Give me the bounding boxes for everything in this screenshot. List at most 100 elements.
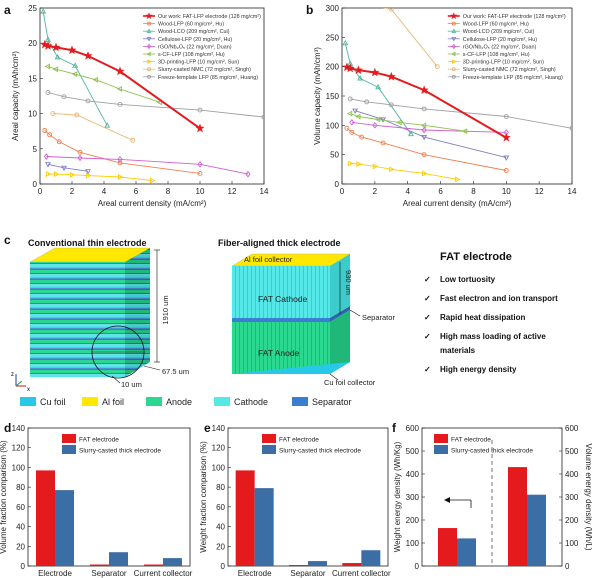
data-point — [42, 128, 48, 133]
y-tick-label: 100 — [326, 121, 340, 130]
y-axis-label: Areal capacity (mAh/cm²) — [11, 51, 20, 141]
schematic-legend-swatch — [214, 397, 230, 406]
x-tick-label: 4 — [102, 187, 107, 196]
series-8 — [347, 96, 572, 131]
y-tick-label: 100 — [406, 539, 420, 548]
y-tick-label: 100 — [212, 463, 226, 472]
legend-entry: s-CF-LFP (108 mg/cm², Hu) — [158, 52, 225, 58]
panel-label-e: e — [204, 421, 211, 435]
feature-check-icon: ✓ — [424, 313, 431, 322]
legend-entry: Slurry-casted thick electrode — [279, 448, 361, 455]
data-point — [386, 71, 396, 81]
feature-check-icon: ✓ — [424, 294, 431, 303]
data-point — [47, 132, 53, 138]
schematic-legend-label: Cathode — [234, 397, 268, 407]
data-point — [43, 41, 53, 50]
schematic-legend: Cu foil Al foil Anode Cathode Separator — [20, 397, 352, 407]
y-tick-label: 120 — [12, 444, 26, 453]
legend-marker — [452, 59, 457, 65]
data-point — [454, 176, 461, 183]
data-point — [85, 169, 91, 175]
y-tick-label: 200 — [406, 516, 420, 525]
series-3 — [352, 108, 510, 161]
y-axis-label: Volume fraction comparison (%) — [0, 440, 8, 554]
legend-marker — [451, 51, 456, 57]
series-6 — [45, 171, 156, 184]
y-tick-label: 0 — [221, 562, 226, 571]
series-1 — [344, 125, 509, 173]
bar-fat — [90, 564, 109, 566]
series-0 — [342, 62, 511, 142]
data-point — [45, 162, 51, 168]
legend-marker — [146, 28, 152, 33]
data-point — [117, 156, 123, 163]
legend-marker — [147, 59, 152, 65]
data-point — [51, 42, 61, 52]
data-point — [104, 122, 111, 128]
x-tick-label: 14 — [260, 187, 269, 196]
series-line — [42, 11, 108, 126]
legend-entry: rGO/Nb₂O₅ (22 mg/cm², Duan) — [463, 44, 537, 50]
y-tick-label: 80 — [216, 483, 225, 492]
legend-entry: Slurry-casted thick electrode — [79, 448, 161, 455]
bar-fat — [438, 528, 457, 566]
bar-slurry-casted — [361, 550, 381, 566]
legend-entry: Wood-LFP (60 mg/cm², Hu) — [463, 22, 529, 28]
legend-entry: Wood-LFP (60 mg/cm², Hu) — [158, 22, 224, 28]
panel-label-b: b — [306, 3, 313, 17]
chart-e: 0 20 40 60 80 100 120 140 Weight fraction compar… — [199, 424, 391, 578]
y-axis-label: Weight fraction comparison (%) — [199, 441, 208, 553]
category-label: Electrode — [238, 569, 272, 578]
series-6 — [348, 160, 461, 183]
y-tick-label: 500 — [406, 447, 420, 456]
data-point — [261, 114, 264, 120]
data-point — [370, 67, 380, 77]
bar-fat — [508, 467, 527, 566]
legend-entry: Our work: FAT-LFP electrode (128 mg/cm²) — [158, 14, 261, 20]
y-tick-label: 15 — [28, 74, 37, 83]
data-point — [61, 165, 67, 172]
data-point — [569, 125, 572, 131]
data-point — [117, 160, 123, 166]
schematic: Conventional thin electrode Fiber-aligne… — [11, 238, 395, 407]
x-tick-label: 0 — [340, 187, 345, 196]
dim-1910: 1910 um — [161, 295, 170, 324]
y-right-tick-label: 100 — [565, 539, 579, 548]
x-tick-label: 2 — [373, 187, 378, 196]
y-tick-label: 100 — [12, 463, 26, 472]
x-tick-label: 8 — [471, 187, 476, 196]
fat-cathode-label: FAT Cathode — [258, 294, 308, 304]
data-point — [115, 66, 125, 76]
data-point — [197, 170, 203, 176]
data-point — [348, 160, 354, 167]
category-label: Separator — [91, 569, 126, 578]
bar-fat — [289, 565, 308, 566]
schematic-legend-label: Separator — [312, 397, 352, 407]
y-tick-label: 20 — [16, 542, 25, 551]
data-point — [117, 173, 124, 180]
series-7 — [50, 111, 136, 143]
y-tick-label: 150 — [326, 92, 340, 101]
data-point — [421, 135, 428, 141]
y-tick-label: 140 — [212, 424, 226, 433]
data-point — [50, 111, 56, 117]
series-0 — [40, 39, 205, 133]
data-point — [61, 94, 67, 100]
series-4 — [43, 153, 251, 178]
legend-entry: rGO/Nb₂O₅ (22 mg/cm², Duan) — [158, 44, 232, 50]
data-point — [156, 99, 163, 106]
data-point — [356, 161, 362, 168]
chart-b: 0 2 4 6 8 10 12 14 0 50 100 150 200 250 300 Areal curre… — [313, 4, 577, 208]
fat-electrode-stack: Al foil collector FAT Cathode FAT Anode … — [231, 253, 395, 387]
y-tick-label: 10 — [28, 110, 37, 119]
bar-fat — [235, 470, 255, 566]
legend-entry: Slurry-casted NMC (72 mg/cm², Singh) — [463, 67, 556, 73]
chart-f: 0 0 100 100 200 200 300 300 400 400 500 500 600 600 We… — [393, 424, 593, 571]
cu-collector-label: Cu foil collector — [324, 378, 376, 387]
series-line — [350, 163, 458, 180]
series-line — [344, 43, 412, 135]
x-tick-label: 10 — [502, 187, 511, 196]
data-point — [345, 63, 355, 73]
legend-marker — [451, 37, 457, 42]
bar-slurry-casted — [55, 490, 74, 566]
